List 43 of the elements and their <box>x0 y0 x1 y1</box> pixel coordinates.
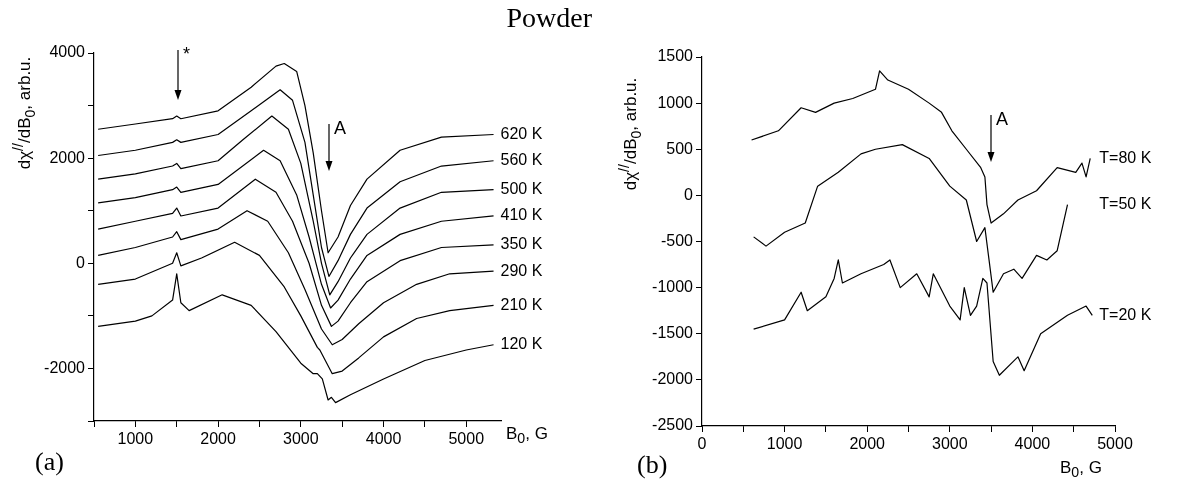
annotation: * <box>183 44 191 65</box>
series-label: T=50 K <box>1099 195 1152 213</box>
series-label: 620 K <box>500 124 543 142</box>
y-tick-label: -2000 <box>652 370 694 388</box>
x-tick-label: 2000 <box>200 430 236 448</box>
y-tick-label: -1500 <box>652 324 694 342</box>
series-label: 560 K <box>500 151 543 169</box>
series-label: 350 K <box>500 235 543 253</box>
series-label: 210 K <box>500 295 543 313</box>
chart-title: Powder <box>506 2 592 34</box>
y-tick-label: 0 <box>684 185 694 203</box>
x-tick-label: 4000 <box>365 430 402 448</box>
series-label: T=80 K <box>1099 148 1152 166</box>
x-tick-label: 0 <box>697 435 707 453</box>
y-tick-label: 4000 <box>49 43 86 61</box>
series-label: 290 K <box>500 261 543 279</box>
x-axis-title: B$_{0}$, G <box>1060 458 1102 481</box>
annotation: A <box>996 109 1009 130</box>
series-label: 500 K <box>500 180 543 198</box>
series-label: 410 K <box>500 206 543 224</box>
series-label: T=20 K <box>1099 305 1152 323</box>
x-tick-label: 5000 <box>448 430 485 448</box>
y-tick-label: -1000 <box>652 278 694 296</box>
x-tick-label: 3000 <box>932 435 968 453</box>
annotation: A <box>334 118 347 139</box>
y-tick-label: 2000 <box>49 148 86 166</box>
y-tick-label: 0 <box>76 253 86 271</box>
text: (b) <box>637 450 668 480</box>
x-tick-label: 2000 <box>849 435 886 453</box>
x-tick-label: 1000 <box>117 430 154 448</box>
y-tick-label: 500 <box>666 139 694 157</box>
y-tick-label: -2500 <box>652 416 694 434</box>
text: (a) <box>35 447 64 477</box>
x-tick-label: 3000 <box>283 430 319 448</box>
x-tick-label: 4000 <box>1014 435 1051 453</box>
y-tick-label: 1500 <box>657 47 694 65</box>
series-label: 120 K <box>500 335 543 353</box>
y-tick-label: -2000 <box>44 358 86 376</box>
y-tick-label: -500 <box>660 231 694 249</box>
y-tick-label: 1000 <box>657 93 694 111</box>
x-tick-label: 5000 <box>1097 435 1133 453</box>
x-tick-label: 1000 <box>766 435 803 453</box>
x-axis-title: B$_{0}$, G <box>506 424 548 447</box>
